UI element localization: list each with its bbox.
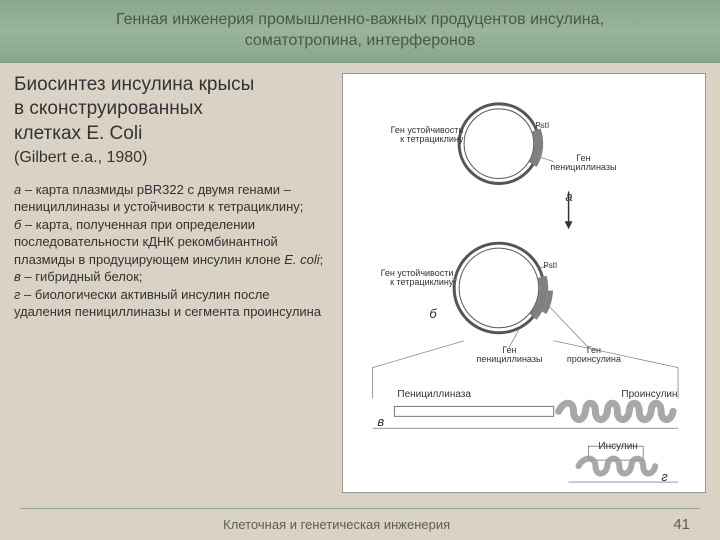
locus-a: а: [565, 189, 572, 204]
main-title: Биосинтез инсулина крысы в сконструирова…: [14, 73, 328, 147]
main-area: Биосинтез инсулина крысы в сконструирова…: [0, 63, 720, 503]
page-number: 41: [673, 510, 690, 533]
label-pen-b: Генпенициллиназы: [473, 346, 545, 365]
label-pst-b: PstI: [543, 262, 557, 270]
footer: Клеточная и генетическая инженерия 41: [0, 502, 720, 540]
label-pro-b: Генпроинсулина: [561, 346, 626, 365]
footer-text: Клеточная и генетическая инженерия: [0, 511, 673, 532]
diagram-panel: Ген устойчивостик тетрациклину Генпеници…: [342, 73, 706, 493]
footer-divider: [20, 508, 700, 509]
label-fusion-right: Проинсулин: [621, 390, 677, 401]
label-pst-a: PstI: [535, 122, 549, 130]
slide-header: Генная инженерия промышленно-важных прод…: [0, 0, 720, 63]
citation: (Gilbert e.a., 1980): [14, 149, 328, 167]
label-tet-a: Ген устойчивостик тетрациклину: [373, 126, 463, 145]
label-pen-a: Генпенициллиназы: [548, 154, 618, 173]
locus-g: г: [661, 469, 667, 484]
header-line2: соматотропина, интерферонов: [20, 31, 700, 52]
label-tet-b: Ген устойчивостик тетрациклину: [363, 269, 453, 288]
header-line1: Генная инженерия промышленно-важных прод…: [20, 10, 700, 31]
label-insulin: Инсулин: [598, 442, 637, 453]
text-column: Биосинтез инсулина крысы в сконструирова…: [0, 63, 338, 503]
label-fusion-left: Пенициллиназа: [397, 390, 471, 401]
diagram-column: Ген устойчивостик тетрациклину Генпеници…: [338, 63, 720, 503]
locus-v: в: [377, 414, 384, 429]
locus-b: б: [429, 306, 436, 321]
legend-text: а – карта плазмиды pBR322 с двумя генами…: [14, 181, 328, 321]
